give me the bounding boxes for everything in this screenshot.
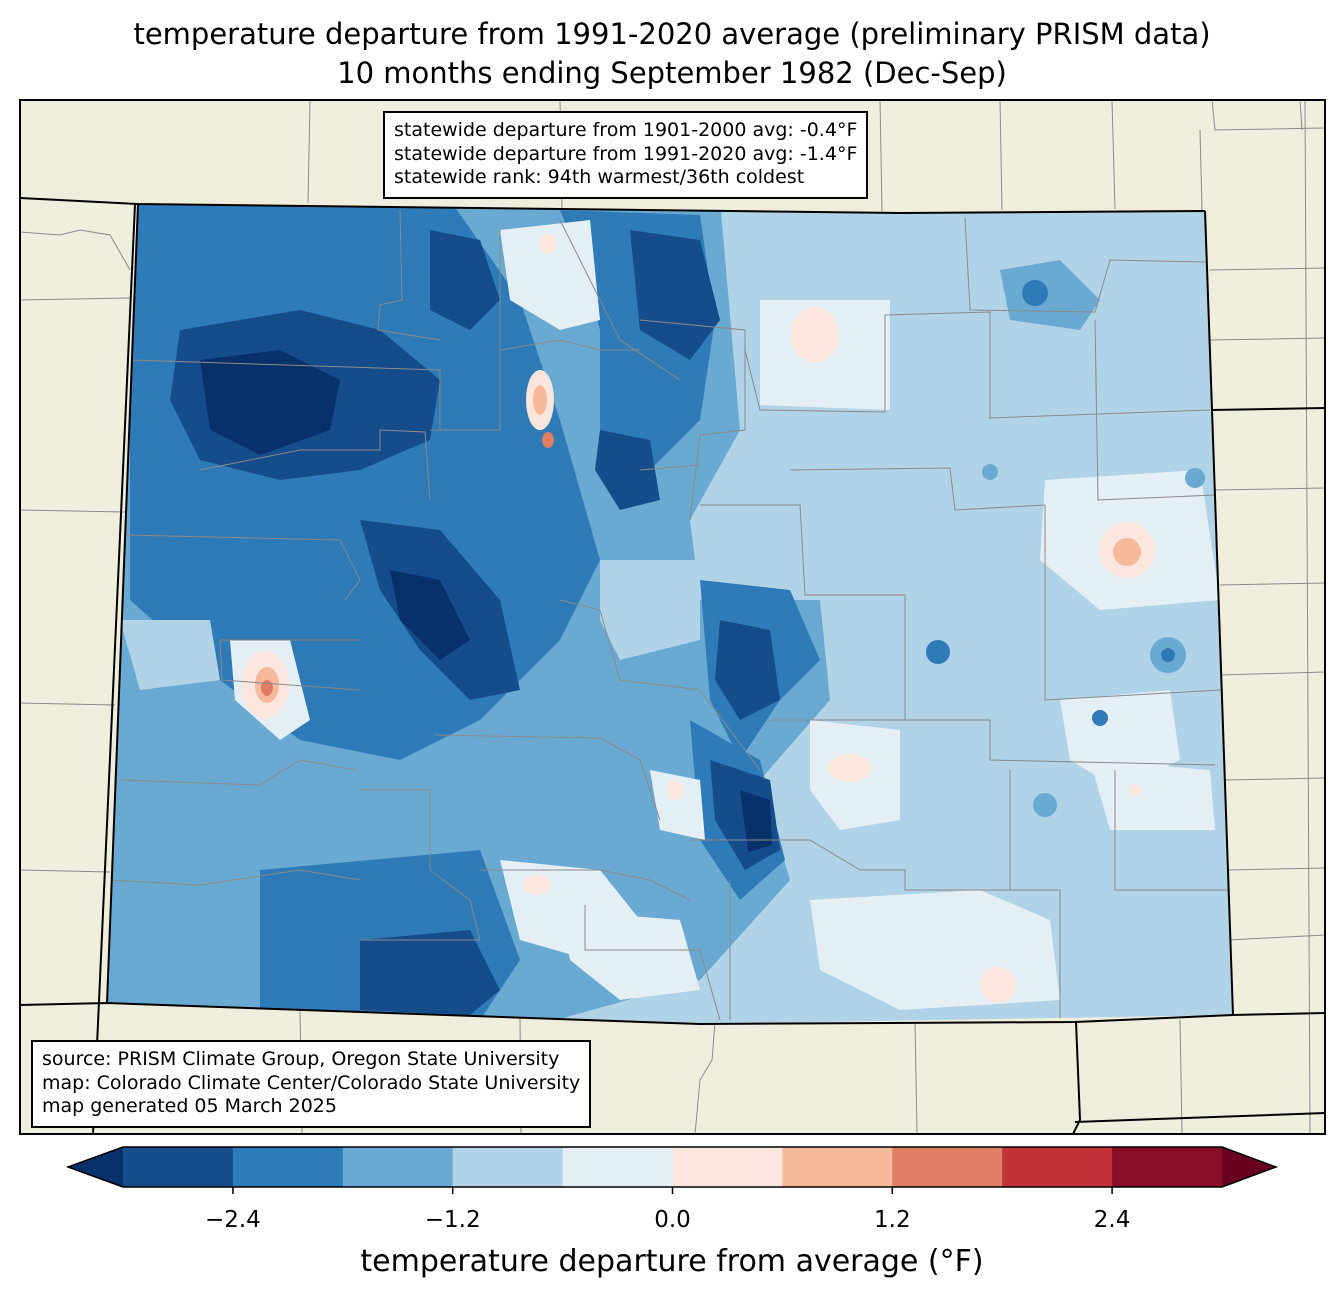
temperature-departure-field xyxy=(107,204,1233,1024)
source-line-map: map: Colorado Climate Center/Colorado St… xyxy=(42,1071,581,1094)
colorbar-segment xyxy=(342,1147,454,1187)
colorbar-outline xyxy=(65,1146,1279,1188)
colorbar-tick-label: 2.4 xyxy=(1093,1207,1131,1233)
colorbar-segment xyxy=(1002,1147,1113,1187)
colorbar-segment xyxy=(782,1147,893,1187)
colorbar-tick-label: 1.2 xyxy=(874,1207,911,1233)
colorbar xyxy=(65,1146,1279,1194)
source-line-generated: map generated 05 March 2025 xyxy=(42,1095,337,1117)
colorbar-segment xyxy=(562,1147,673,1187)
colorbar-segment xyxy=(232,1147,344,1187)
colorbar-tick-label: −1.2 xyxy=(424,1207,481,1233)
statewide-stats-box: statewide departure from 1901-2000 avg: … xyxy=(383,111,869,199)
colorbar-segment xyxy=(1112,1147,1223,1187)
colorbar-segment xyxy=(672,1147,783,1187)
stats-line-rank: statewide rank: 94th warmest/36th coldes… xyxy=(394,166,805,188)
colorbar-over-arrow xyxy=(1222,1147,1276,1187)
colorbar-segment xyxy=(452,1147,564,1187)
map-frame xyxy=(19,99,1326,1135)
colorbar-tick-label: −2.4 xyxy=(204,1207,261,1233)
neighbor-county-lines xyxy=(19,99,1326,1135)
colorbar-segment xyxy=(123,1147,234,1187)
state-borders xyxy=(19,197,1326,1135)
colorbar-under-arrow xyxy=(68,1147,123,1187)
colorbar-segment xyxy=(892,1147,1003,1187)
source-box: source: PRISM Climate Group, Oregon Stat… xyxy=(31,1040,592,1128)
colorbar-tick-label: 0.0 xyxy=(654,1207,691,1233)
map-title: temperature departure from 1991-2020 ave… xyxy=(133,17,1211,51)
colorbar-label: temperature departure from average (°F) xyxy=(360,1244,984,1279)
stats-line-departure-1991-2020: statewide departure from 1991-2020 avg: … xyxy=(394,142,858,165)
map-subtitle: 10 months ending September 1982 (Dec-Sep… xyxy=(337,56,1007,90)
stats-line-departure-1901-2000: statewide departure from 1901-2000 avg: … xyxy=(394,119,858,141)
source-line-prism: source: PRISM Climate Group, Oregon Stat… xyxy=(42,1048,560,1070)
county-lines xyxy=(109,209,1230,1021)
